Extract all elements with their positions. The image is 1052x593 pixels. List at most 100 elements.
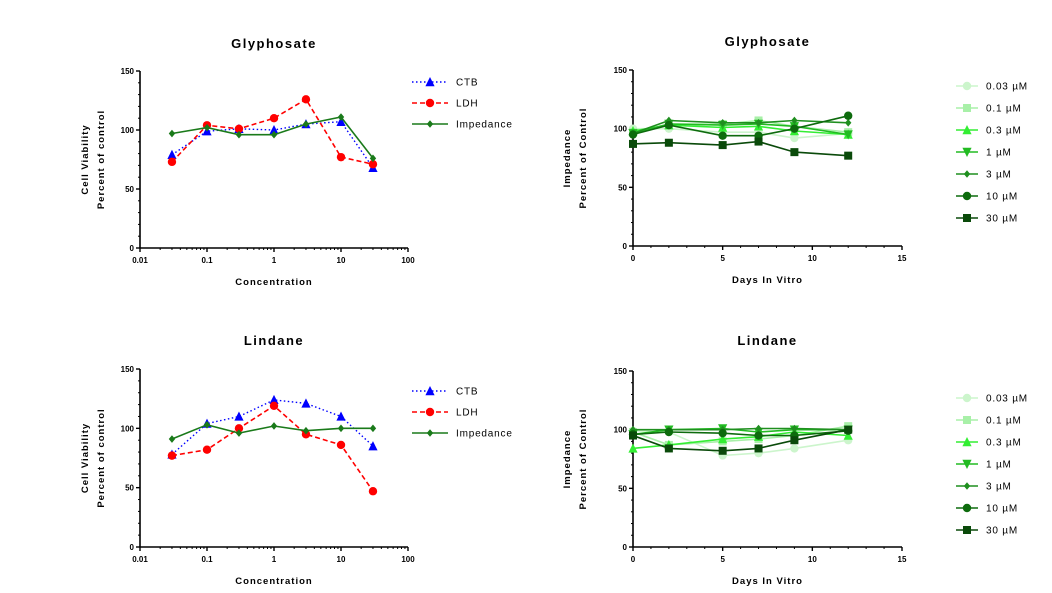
y-axis-label-line2: Percent of Control bbox=[578, 409, 589, 510]
series-line bbox=[633, 427, 849, 431]
data-point bbox=[302, 120, 310, 128]
data-point bbox=[337, 424, 345, 433]
legend-item: LDH bbox=[412, 99, 478, 110]
x-tick-label: 1 bbox=[272, 555, 277, 564]
legend-item: Impedance bbox=[412, 120, 512, 131]
legend-label: 30 µM bbox=[986, 526, 1018, 537]
data-point bbox=[664, 138, 673, 147]
legend-marker bbox=[963, 526, 971, 534]
y-axis-label: Impedance bbox=[562, 129, 573, 188]
legend-label: 0.1 µM bbox=[986, 104, 1022, 115]
y-tick-label: 100 bbox=[614, 426, 628, 435]
series-line bbox=[633, 127, 849, 139]
data-point bbox=[269, 125, 279, 135]
x-tick-label: 1 bbox=[272, 256, 277, 265]
data-point bbox=[754, 431, 763, 440]
legend-item: 0.03 µM bbox=[956, 393, 1027, 405]
legend-label: Impedance bbox=[456, 429, 513, 440]
legend-marker bbox=[962, 459, 972, 469]
legend-item: 10 µM bbox=[956, 191, 1017, 203]
series-line bbox=[632, 140, 849, 157]
data-point bbox=[790, 148, 799, 157]
series-ctb bbox=[167, 116, 378, 172]
legend-marker bbox=[425, 77, 435, 87]
legend-label: CTB bbox=[456, 387, 478, 398]
x-tick-label: 100 bbox=[401, 555, 415, 564]
data-point bbox=[790, 124, 799, 133]
y-tick-label: 0 bbox=[623, 242, 628, 251]
legend-label: 1 µM bbox=[986, 148, 1012, 159]
y-tick-label: 150 bbox=[121, 67, 135, 76]
x-axis-label: Days In Vitro bbox=[732, 275, 803, 286]
legend-marker bbox=[962, 125, 972, 135]
legend-label: CTB bbox=[456, 78, 478, 89]
legend-marker bbox=[963, 416, 971, 424]
data-point bbox=[790, 444, 799, 453]
legend-marker bbox=[425, 386, 435, 396]
data-point bbox=[167, 149, 177, 159]
data-point bbox=[754, 137, 763, 146]
series-line bbox=[632, 428, 849, 452]
x-tick-label: 10 bbox=[808, 555, 817, 564]
data-point bbox=[664, 444, 673, 453]
data-point bbox=[718, 428, 727, 438]
data-point bbox=[235, 429, 243, 437]
chart-panel-2: Glyphosate 0 50 100 150 0 5 10 15 Days In Vitro Im… bbox=[562, 34, 1028, 286]
legend-label: 0.03 µM bbox=[986, 82, 1028, 93]
data-point bbox=[336, 152, 346, 162]
data-point bbox=[718, 446, 727, 455]
data-point bbox=[301, 95, 311, 104]
data-point bbox=[843, 430, 853, 440]
chart-title: Glyphosate bbox=[231, 36, 317, 51]
series-line bbox=[632, 430, 849, 437]
x-tick-label: 0.1 bbox=[201, 256, 213, 265]
legend-label: 0.3 µM bbox=[986, 438, 1022, 449]
data-point bbox=[844, 425, 853, 434]
data-point bbox=[269, 394, 279, 405]
data-point bbox=[843, 130, 853, 140]
legend-marker bbox=[962, 81, 972, 91]
x-axis-label: Days In Vitro bbox=[732, 576, 803, 587]
chart-panel-3: Lindane 0 50 100 150 0.01 0.1 1 10 100 Concentrati… bbox=[80, 333, 513, 587]
data-point bbox=[336, 440, 346, 450]
x-tick-label: 15 bbox=[898, 254, 907, 263]
data-point bbox=[301, 398, 311, 408]
data-point bbox=[755, 424, 762, 433]
y-tick-label: 0 bbox=[130, 543, 135, 552]
data-point bbox=[845, 119, 852, 127]
data-point bbox=[791, 116, 798, 125]
legend-item: CTB bbox=[412, 386, 478, 398]
series-30-m bbox=[629, 137, 853, 160]
legend-item: 0.03 µM bbox=[956, 81, 1028, 93]
legend-label: 30 µM bbox=[986, 214, 1018, 225]
data-point bbox=[369, 424, 377, 433]
legend-item: 10 µM bbox=[956, 504, 1017, 515]
data-point bbox=[629, 431, 637, 440]
y-tick-label: 100 bbox=[614, 125, 628, 134]
data-point bbox=[628, 443, 638, 453]
legend-marker bbox=[962, 393, 972, 403]
x-tick-label: 0 bbox=[631, 555, 636, 564]
legend-item: 1 µM bbox=[956, 459, 1011, 471]
legend-marker bbox=[962, 191, 972, 201]
series-line bbox=[632, 115, 849, 137]
legend-marker bbox=[963, 170, 971, 178]
data-point bbox=[167, 157, 177, 167]
y-tick-label: 100 bbox=[121, 126, 135, 135]
data-point bbox=[718, 131, 727, 140]
data-point bbox=[664, 120, 674, 130]
x-tick-label: 0.01 bbox=[132, 555, 148, 564]
y-tick-label: 0 bbox=[623, 543, 628, 552]
chart-panel-1: Glyphosate 0 50 100 150 0.01 0.1 1 10 100 Concentr… bbox=[80, 36, 512, 288]
legend-label: 0.3 µM bbox=[986, 126, 1022, 137]
x-axis-label: Concentration bbox=[235, 277, 312, 288]
legend-label: 3 µM bbox=[986, 482, 1012, 493]
legend-marker bbox=[962, 147, 972, 157]
y-tick-label: 150 bbox=[614, 66, 628, 75]
data-point bbox=[754, 444, 763, 453]
data-point bbox=[629, 139, 637, 148]
legend-marker bbox=[963, 214, 971, 222]
legend-item: 3 µM bbox=[956, 482, 1012, 493]
data-point bbox=[203, 420, 211, 429]
legend-marker bbox=[963, 482, 971, 490]
